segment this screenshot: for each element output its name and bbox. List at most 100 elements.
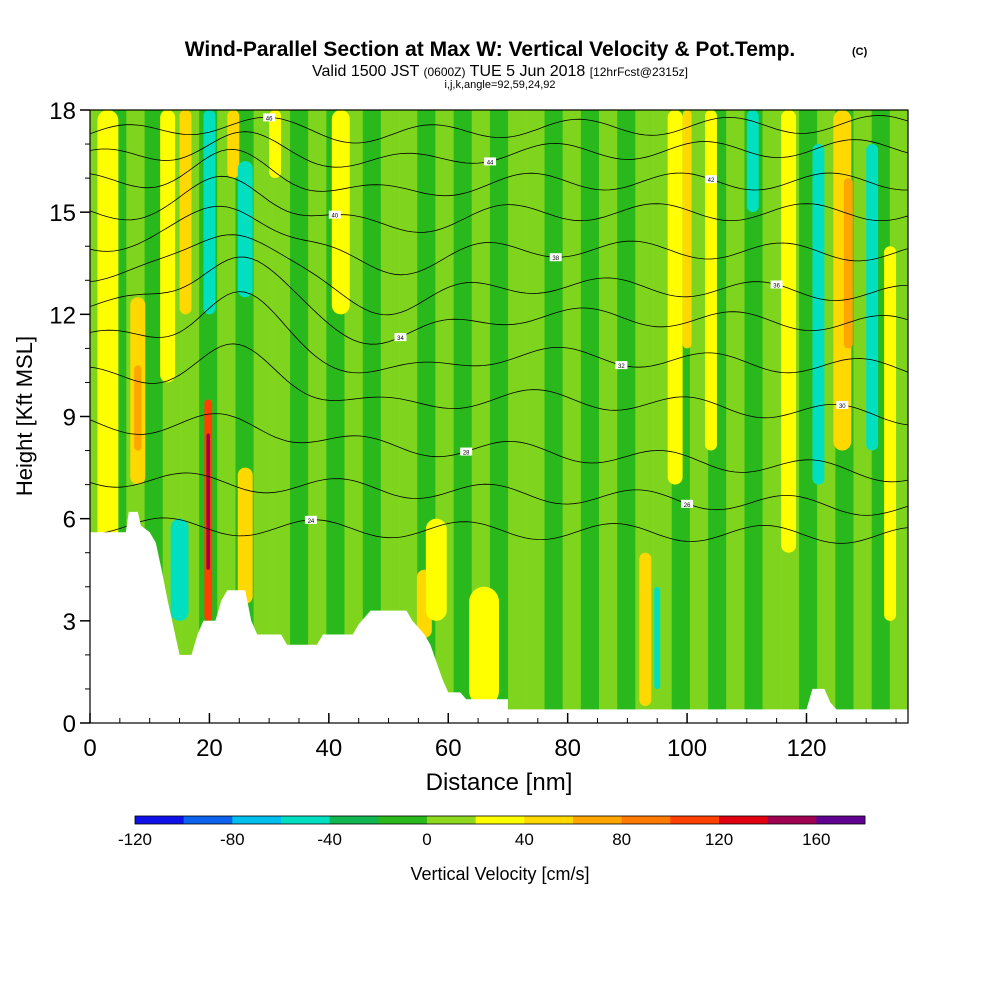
colorbar-swatch (183, 816, 233, 824)
theta-contour-line (90, 291, 908, 374)
colorbar-swatch (427, 816, 476, 824)
colorbar-frame (134, 815, 866, 825)
velocity-band (380, 110, 400, 723)
velocity-cell (237, 161, 253, 298)
colorbar-tick-label: -80 (220, 830, 245, 849)
colorbar-swatch (621, 816, 671, 824)
velocity-cell (227, 110, 240, 179)
velocity-band (508, 110, 527, 723)
subtitle-forecast: [12hrFcst@2315z] (590, 65, 688, 79)
velocity-band (689, 110, 709, 723)
velocity-cell (179, 110, 192, 315)
y-tick-label: 9 (63, 405, 76, 432)
plot-area: 46 44 42 40 38 36 34 32 30 28 26 24 (90, 110, 908, 723)
colorbar: -120 -80 -40 0 40 80 120 160 (118, 815, 866, 849)
theta-contour-label: 40 (331, 214, 338, 220)
velocity-band (289, 110, 309, 723)
theta-label-bg (394, 333, 407, 342)
velocity-band (489, 110, 509, 723)
x-axis: 0 20 40 60 80 100 120 (83, 713, 897, 762)
theta-contour-line (90, 115, 908, 144)
y-tick-label: 15 (49, 200, 76, 227)
chart-subtitle: Valid 1500 JST (0600Z) TUE 5 Jun 2018 [1… (312, 63, 688, 80)
theta-contour-label: 36 (773, 283, 780, 289)
colorbar-tick-label: 160 (802, 830, 830, 849)
theta-contour-label: 38 (552, 256, 559, 262)
colorbar-swatch (135, 816, 184, 824)
velocity-cell (654, 586, 661, 689)
theta-label-bg (615, 361, 628, 370)
colorbar-label: Vertical Velocity [cm/s] (410, 864, 589, 884)
velocity-band (544, 110, 564, 723)
theta-contour-line (90, 205, 908, 276)
colorbar-tick-label: 40 (515, 830, 534, 849)
colorbar-tick-label: 120 (705, 830, 733, 849)
y-tick-label: 3 (63, 609, 76, 636)
colorbar-swatch (524, 816, 574, 824)
x-tick-label: 120 (786, 735, 826, 762)
velocity-cell (682, 110, 692, 349)
theta-contour-line (90, 175, 908, 233)
colorbar-swatch (281, 816, 330, 824)
theta-contour-label: 24 (308, 519, 315, 525)
theta-contour-label: 26 (684, 503, 691, 509)
theta-contours: 46 44 42 40 38 36 34 32 30 28 26 24 (90, 113, 908, 544)
subtitle-date: TUE 5 Jun 2018 (470, 63, 586, 80)
x-tick-label: 20 (196, 735, 223, 762)
theta-contour-line (90, 256, 908, 345)
theta-contour-label: 28 (463, 451, 470, 457)
velocity-cell (812, 144, 825, 485)
velocity-band (471, 110, 491, 723)
velocity-band (598, 110, 618, 723)
x-tick-label: 80 (554, 735, 581, 762)
colorbar-swatch (573, 816, 622, 824)
theta-label-bg (263, 113, 276, 122)
subtitle-valid: Valid 1500 JST (312, 63, 420, 80)
velocity-band (617, 110, 636, 723)
subtitle-utc: (0600Z) (423, 65, 465, 79)
chart-title-group: Wind-Parallel Section at Max W: Vertical… (185, 38, 868, 91)
theta-label-bg (484, 157, 497, 166)
velocity-cell (134, 365, 142, 451)
velocity-cell (425, 518, 447, 621)
velocity-cell (843, 178, 853, 349)
colorbar-swatch (475, 816, 525, 824)
velocity-band (435, 110, 455, 723)
velocity-band (653, 110, 673, 723)
colorbar-swatch (719, 816, 768, 824)
velocity-band (580, 110, 600, 723)
theta-label-bg (836, 400, 849, 409)
velocity-band (253, 110, 273, 723)
theta-label-bg (328, 210, 341, 219)
theta-contour-label: 44 (487, 160, 494, 166)
colorbar-swatch (767, 816, 817, 824)
y-tick-label: 12 (49, 302, 76, 329)
theta-contour-line (90, 517, 908, 544)
theta-contour-label: 30 (839, 404, 846, 410)
theta-label-bg (549, 253, 562, 262)
velocity-cell (639, 552, 652, 706)
theta-label-bg (704, 175, 717, 184)
colorbar-tick-label: -120 (118, 830, 152, 849)
velocity-band (526, 110, 545, 723)
velocity-cell (746, 110, 759, 213)
theta-label-bg (770, 280, 783, 289)
theta-label-bg (681, 499, 694, 508)
theta-contour-line (90, 131, 908, 168)
x-axis-label: Distance [nm] (426, 769, 573, 796)
theta-contour-line (90, 472, 908, 516)
x-tick-label: 40 (315, 735, 342, 762)
colorbar-tick-label: 80 (612, 830, 631, 849)
colorbar-tick-label: -40 (317, 830, 342, 849)
copyright-mark: (C) (852, 46, 868, 58)
theta-contour-label: 34 (397, 336, 404, 342)
chart-grid-info: i,j,k,angle=92,59,24,92 (444, 79, 555, 91)
colorbar-tick-label: 0 (422, 830, 431, 849)
colorbar-swatch (670, 816, 720, 824)
theta-label-bg (304, 515, 317, 524)
velocity-cell (469, 586, 499, 706)
theta-contour-line (90, 148, 908, 197)
velocity-cell (203, 110, 216, 315)
theta-contour-line (90, 343, 908, 426)
